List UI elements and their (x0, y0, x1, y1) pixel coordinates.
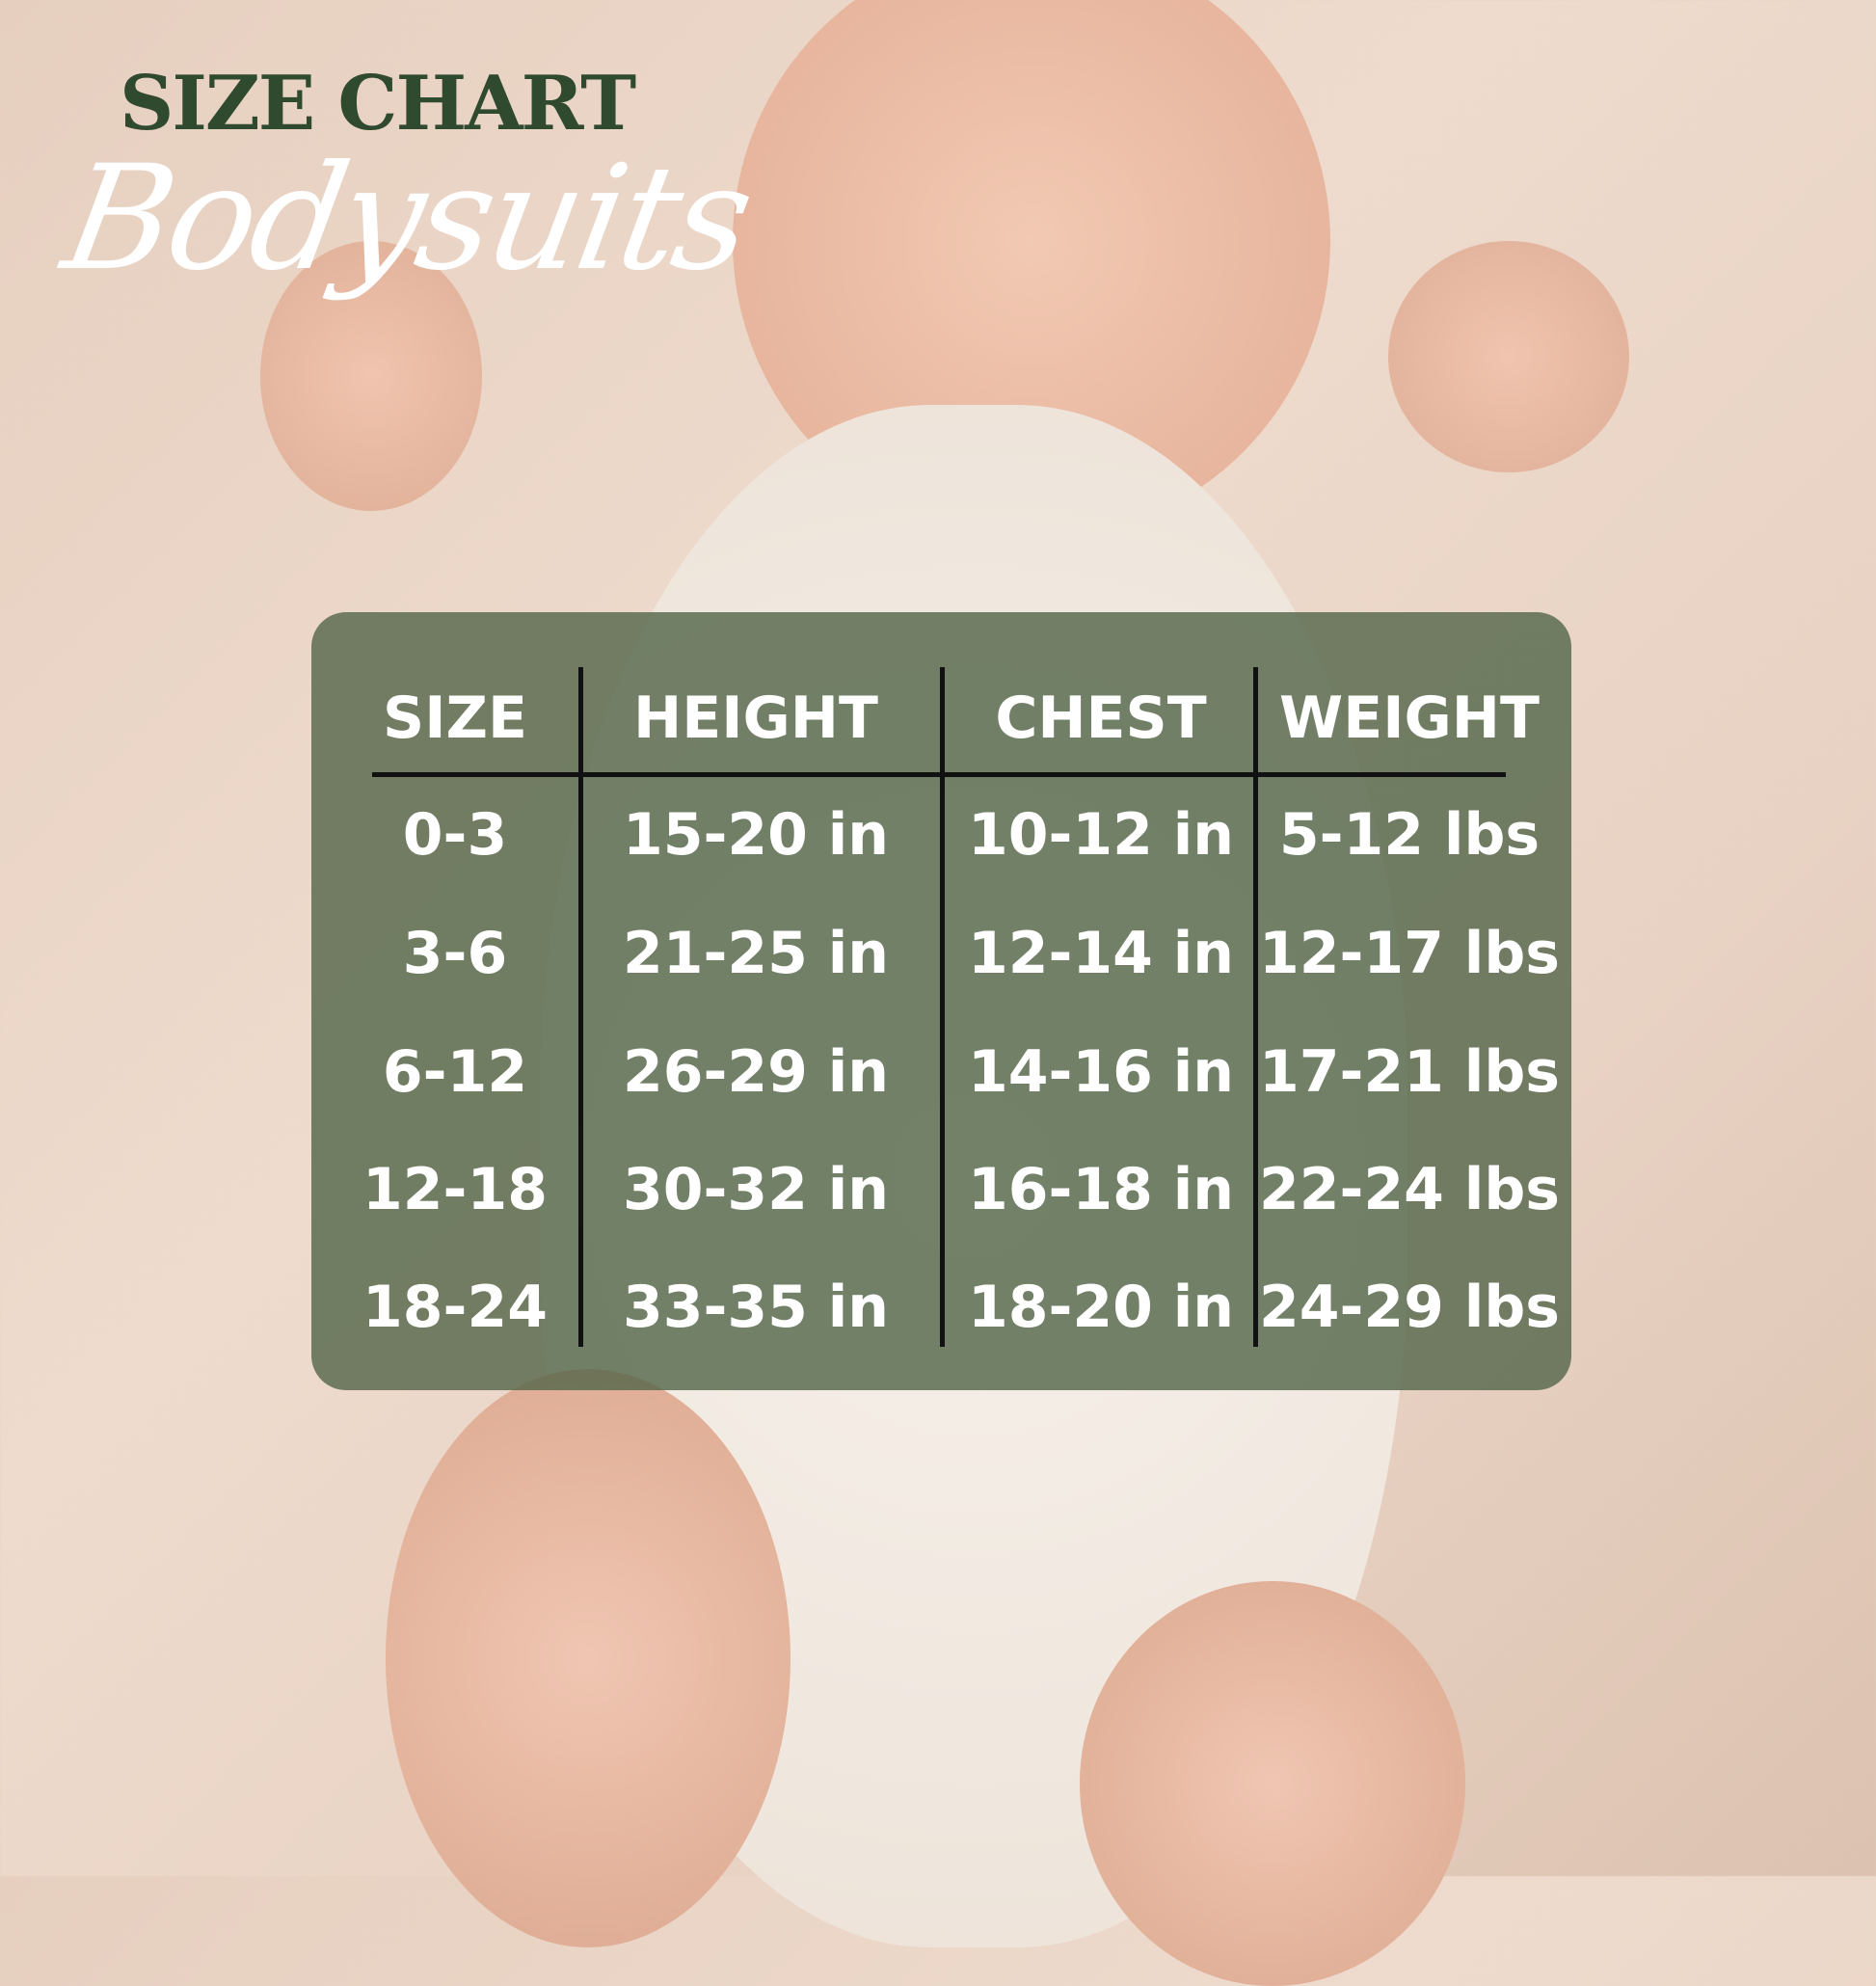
cell-chest: 18-20 in (967, 1274, 1235, 1341)
cell-size: 18-24 (362, 1274, 548, 1341)
cell-chest: 14-16 in (967, 1038, 1235, 1106)
column-header-chest: CHEST (995, 684, 1207, 752)
cell-size: 12-18 (362, 1156, 548, 1223)
cell-size: 0-3 (402, 801, 508, 869)
cell-height: 15-20 in (622, 801, 890, 869)
column-divider (940, 667, 945, 1347)
cell-height: 26-29 in (622, 1038, 890, 1106)
baby-leg (1080, 1581, 1465, 1986)
cell-weight: 24-29 lbs (1258, 1274, 1560, 1341)
cell-weight: 5-12 lbs (1278, 801, 1541, 869)
column-divider (578, 667, 583, 1347)
cell-weight: 12-17 lbs (1258, 920, 1560, 987)
cell-weight: 17-21 lbs (1258, 1038, 1560, 1106)
cell-chest: 16-18 in (967, 1156, 1235, 1223)
column-header-size: SIZE (382, 684, 528, 752)
column-divider (1253, 667, 1258, 1347)
column-header-height: HEIGHT (633, 684, 878, 752)
cell-height: 30-32 in (622, 1156, 890, 1223)
header-divider (372, 772, 1506, 777)
baby-leg (386, 1369, 791, 1947)
bodysuits-subtitle: Bodysuits (52, 135, 762, 303)
cell-chest: 10-12 in (967, 801, 1235, 869)
cell-size: 3-6 (402, 920, 508, 987)
baby-hand (1388, 241, 1629, 472)
size-chart-title: SIZE CHART (120, 60, 636, 148)
cell-height: 21-25 in (622, 920, 890, 987)
cell-chest: 12-14 in (967, 920, 1235, 987)
cell-weight: 22-24 lbs (1258, 1156, 1560, 1223)
cell-height: 33-35 in (622, 1274, 890, 1341)
column-header-weight: WEIGHT (1279, 684, 1540, 752)
baby-hand (260, 241, 482, 511)
cell-size: 6-12 (382, 1038, 528, 1106)
